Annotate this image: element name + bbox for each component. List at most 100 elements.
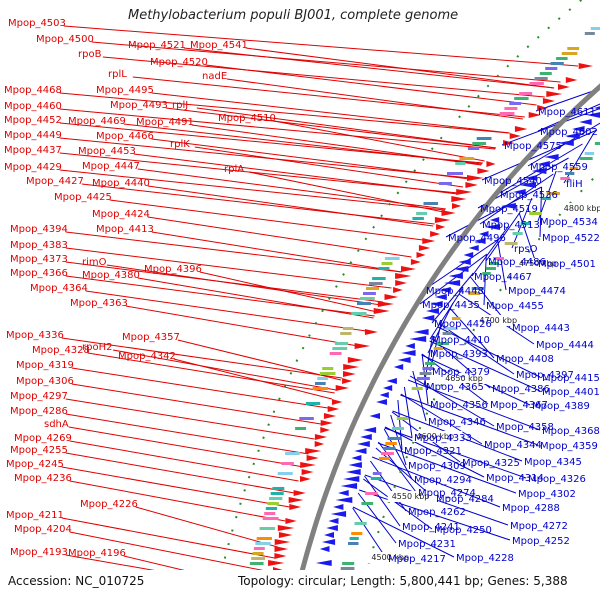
left-gene-label: Mpop_4342 (118, 351, 176, 362)
reverse-gene-arrow (426, 308, 439, 314)
right-gene-label: Mpop_4501 (538, 259, 596, 270)
right-connector (429, 288, 463, 340)
kbp-tick-label: 4700 kbp (479, 316, 517, 325)
right-connector (407, 379, 541, 431)
left-connector (248, 171, 444, 213)
right-gene-label: fliH (566, 179, 583, 190)
left-gene-label: rplJ (172, 100, 188, 111)
feature-block (264, 512, 276, 515)
left-connector (147, 185, 434, 227)
right-gene-label: Mpop_4345 (524, 457, 582, 468)
right-connector (497, 143, 583, 195)
feature-block (436, 342, 449, 345)
right-gene-label: Mpop_4540 (484, 176, 542, 187)
left-connector (65, 452, 295, 494)
right-connector (377, 442, 517, 494)
forward-gene-arrow (274, 539, 291, 545)
right-connector (445, 186, 542, 238)
accession-label: Accession: NC_010725 (8, 574, 145, 588)
genome-summary: Topology: circular; Length: 5,800,441 bp… (236, 574, 570, 588)
forward-gene-arrow (300, 476, 311, 482)
feature-block (459, 157, 474, 160)
left-gene-label: Mpop_4447 (82, 161, 140, 172)
forward-gene-arrow (264, 588, 278, 594)
right-gene-label: Mpop_4231 (398, 539, 456, 550)
right-connector (485, 210, 522, 262)
forward-gene-arrow (456, 189, 473, 195)
feature-block (381, 262, 393, 265)
left-gene-label: Mpop_4363 (70, 298, 128, 309)
feature-block (546, 192, 560, 195)
left-gene-label: Mpop_4452 (4, 115, 62, 126)
left-connector (59, 137, 471, 179)
feature-block (357, 302, 371, 305)
right-connector (479, 173, 554, 225)
feature-block (253, 547, 265, 550)
feature-block (561, 52, 578, 55)
feature-block (365, 492, 378, 495)
reverse-gene-arrow (401, 350, 416, 356)
right-gene-label: Mpop_4575 (504, 141, 562, 152)
feature-block (366, 287, 380, 290)
left-gene-label: Mpop_4336 (6, 330, 64, 341)
left-connector (123, 555, 185, 570)
feature-block (262, 517, 279, 520)
reverse-gene-arrow (330, 511, 347, 517)
forward-gene-arrow (274, 553, 287, 559)
feature-block (312, 387, 329, 390)
right-connector (429, 340, 541, 392)
reverse-gene-arrow (340, 483, 358, 489)
feature-block (471, 287, 486, 290)
left-connector (85, 290, 367, 332)
feature-block (299, 417, 314, 420)
feature-block (332, 347, 348, 350)
left-connector (151, 231, 402, 273)
left-gene-label: Mpop_4491 (136, 117, 194, 128)
reverse-gene-arrow (338, 490, 349, 496)
right-connector (403, 386, 413, 438)
feature-block (378, 267, 390, 270)
right-connector (397, 399, 403, 451)
map-title: Methylobacterium populi BJ001, complete … (128, 8, 459, 23)
right-gene-label: Mpop_4344 (484, 440, 542, 451)
feature-block (361, 502, 374, 505)
left-connector (71, 383, 321, 425)
feature-block (579, 157, 593, 160)
right-gene-label: Mpop_4401 (542, 387, 600, 398)
forward-gene-arrow (430, 231, 441, 237)
feature-block (281, 462, 294, 465)
left-gene-label: Mpop_4236 (14, 473, 72, 484)
right-connector (497, 239, 507, 291)
reverse-gene-arrow (324, 532, 334, 538)
reverse-gene-arrow (351, 455, 362, 461)
feature-block (447, 172, 463, 175)
forward-gene-arrow (289, 504, 302, 510)
left-connector (59, 92, 510, 134)
feature-block (412, 217, 424, 220)
reverse-gene-arrow (579, 119, 592, 125)
reverse-gene-arrow (333, 504, 344, 510)
feature-block (340, 332, 352, 335)
reverse-gene-arrow (463, 252, 474, 258)
kbp-tick-label: 4500 kbp (371, 553, 409, 562)
feature-block (269, 497, 283, 500)
forward-gene-arrow (422, 238, 436, 244)
label-connectors (59, 25, 600, 570)
right-gene-label: Mpop_4367 (490, 400, 548, 411)
feature-block (348, 542, 359, 545)
feature-block (277, 472, 293, 475)
reverse-gene-arrow (448, 273, 463, 279)
feature-block (259, 527, 275, 530)
left-connector (59, 169, 446, 211)
forward-gene-arrow (393, 287, 403, 293)
left-gene-label: Mpop_4466 (96, 131, 154, 142)
left-connector (106, 264, 382, 306)
feature-block (351, 532, 363, 535)
forward-gene-arrow (578, 63, 594, 69)
feature-block (319, 372, 336, 375)
reverse-gene-arrow (468, 245, 479, 251)
left-gene-label: Mpop_4269 (14, 433, 72, 444)
left-connector (68, 426, 304, 468)
right-gene-label: Mpop_4522 (542, 233, 600, 244)
reverse-gene-arrow (473, 238, 486, 244)
